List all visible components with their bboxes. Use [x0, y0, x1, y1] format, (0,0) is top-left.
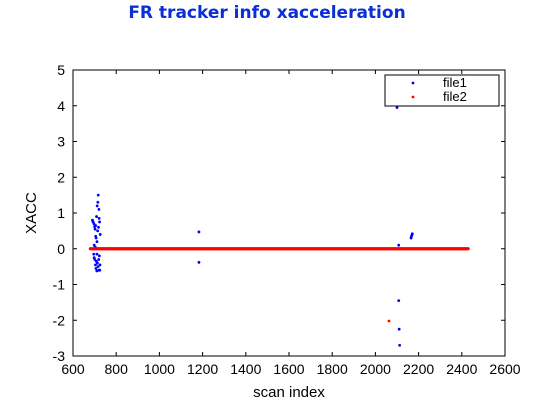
x-tick-label: 2400 [446, 361, 477, 377]
data-point-file2 [387, 319, 391, 323]
y-tick-label: 4 [57, 98, 65, 114]
y-tick-label: 0 [57, 241, 65, 257]
x-tick-label: 600 [61, 361, 85, 377]
data-point-file1 [97, 258, 101, 261]
legend: file1 file2 [384, 74, 500, 107]
series-file1 [89, 106, 470, 347]
legend-box [384, 74, 500, 107]
y-axis-label: XACC [23, 192, 40, 234]
x-axis: 600 800 1000 1200 1400 1600 1800 2000 2200 2400 26… [61, 70, 521, 377]
x-tick-label: 1200 [187, 361, 218, 377]
data-point-file1 [96, 265, 100, 269]
data-point-file1 [92, 252, 96, 256]
data-point-file1 [93, 227, 97, 231]
data-point-file1 [96, 200, 100, 204]
data-point-file1 [96, 193, 100, 197]
plot-area [88, 106, 470, 347]
x-tick-label: 800 [105, 361, 129, 377]
data-point-file1 [96, 261, 99, 265]
y-tick-label: 2 [57, 169, 65, 185]
data-point-file1 [95, 204, 99, 208]
x-tick-label: 1400 [230, 361, 261, 377]
x-tick-label: 2200 [403, 361, 434, 377]
y-tick-label: -2 [53, 312, 66, 328]
y-axis: -3 -2 -1 0 1 2 3 4 5 [53, 62, 505, 364]
data-point-file1 [94, 263, 97, 267]
legend-marker-file2 [411, 95, 415, 99]
data-point-file1 [197, 260, 201, 264]
data-point-file1 [397, 243, 401, 247]
data-point-file1 [92, 222, 96, 226]
data-point-file1 [97, 268, 101, 272]
data-point-file1 [94, 234, 98, 238]
data-point-file1 [98, 263, 102, 267]
data-point-file1 [96, 229, 100, 233]
data-point-file1 [395, 106, 399, 109]
data-point-file1 [98, 233, 102, 236]
data-point-file1 [95, 240, 99, 244]
axes-frame [72, 69, 506, 357]
data-point-file1 [94, 267, 98, 270]
data-point-file1 [94, 224, 98, 227]
x-tick-label: 1800 [317, 361, 348, 377]
x-tick-label: 1600 [273, 361, 304, 377]
data-point-file1 [95, 215, 98, 218]
data-point-file1 [398, 343, 401, 347]
data-point-file1 [95, 252, 99, 256]
legend-label-file1: file1 [443, 75, 467, 90]
data-point-file1 [97, 225, 100, 229]
series-file2 [88, 247, 470, 323]
data-point-file1 [397, 299, 401, 302]
y-tick-label: -1 [53, 277, 66, 293]
data-point-file1 [98, 220, 101, 224]
data-point-file2 [466, 247, 470, 251]
data-point-file1 [410, 232, 414, 236]
x-tick-label: 1000 [144, 361, 175, 377]
data-point-file1 [97, 208, 101, 211]
data-point-file1 [92, 256, 96, 260]
data-point-file1 [197, 230, 201, 234]
data-point-file1 [97, 216, 101, 220]
data-point-file1 [397, 327, 401, 331]
x-tick-label: 2600 [489, 361, 520, 377]
x-axis-label: scan index [253, 384, 325, 401]
legend-label-file2: file2 [443, 89, 467, 104]
y-tick-label: 3 [57, 134, 65, 150]
chart-title: FR tracker info xacceleration [128, 3, 405, 23]
y-tick-label: 1 [57, 205, 65, 221]
y-tick-label: 5 [57, 62, 65, 78]
x-tick-label: 2000 [360, 361, 391, 377]
legend-marker-file1 [411, 81, 415, 85]
data-point-file1 [97, 254, 101, 258]
y-tick-label: -3 [53, 348, 66, 364]
